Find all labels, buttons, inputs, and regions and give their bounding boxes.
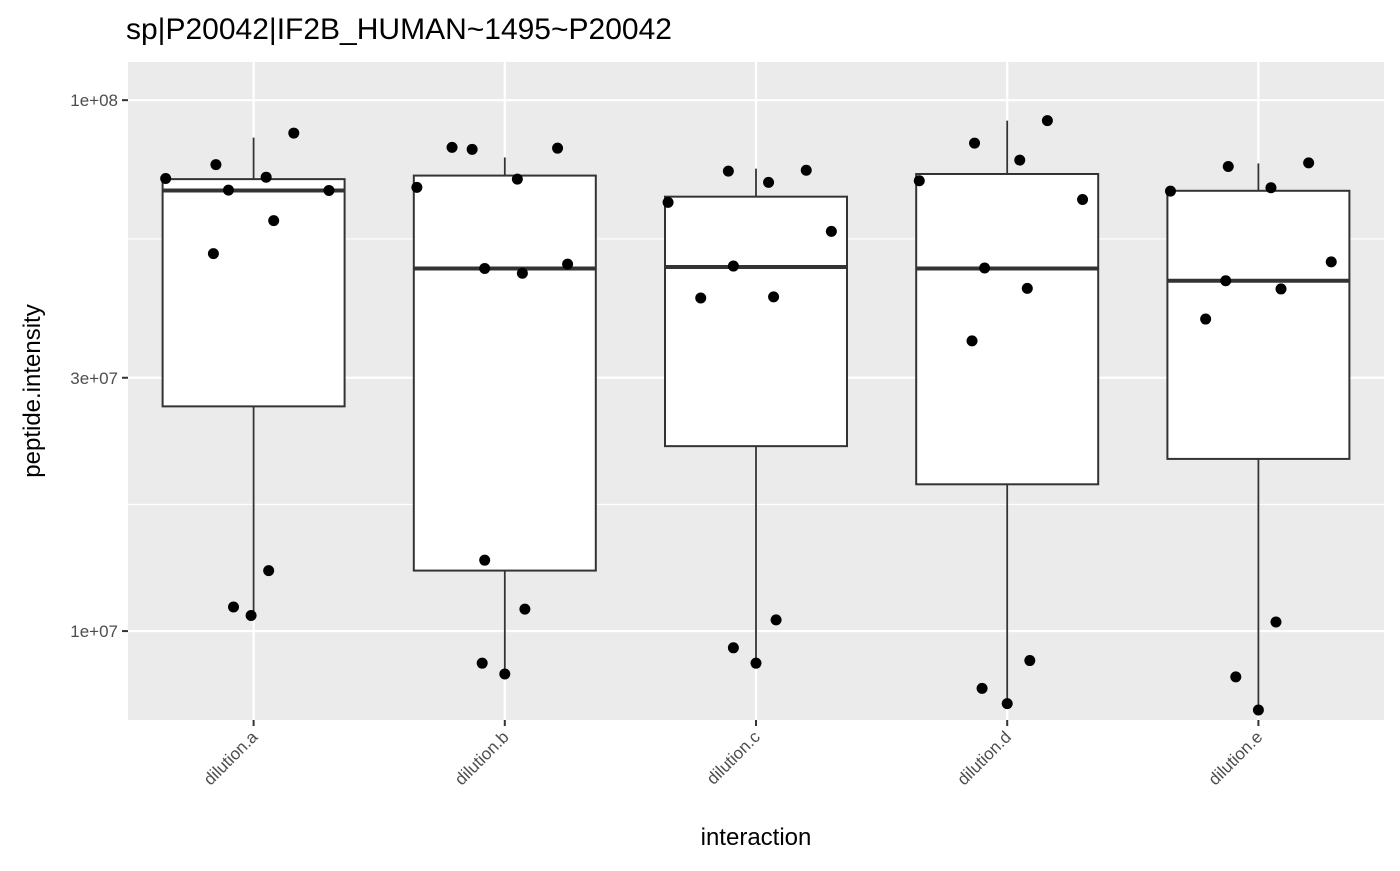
point-layer bbox=[160, 115, 1337, 716]
data-point bbox=[727, 642, 739, 654]
data-point bbox=[479, 554, 491, 566]
box-iqr bbox=[664, 195, 848, 448]
data-point bbox=[800, 164, 812, 176]
data-point bbox=[245, 609, 257, 621]
data-point bbox=[562, 258, 574, 270]
data-point bbox=[411, 181, 423, 193]
data-point bbox=[1325, 256, 1337, 268]
data-point bbox=[1222, 160, 1234, 172]
y-tick-label: 1e+08 bbox=[70, 91, 118, 110]
data-point bbox=[966, 335, 978, 347]
data-point bbox=[1275, 283, 1287, 295]
data-point bbox=[516, 267, 528, 279]
x-tick-label: dilution.d bbox=[953, 727, 1015, 789]
data-point bbox=[1164, 185, 1176, 197]
data-point bbox=[228, 601, 240, 613]
data-point bbox=[969, 137, 981, 149]
data-point bbox=[446, 141, 458, 153]
data-point bbox=[662, 196, 674, 208]
data-point bbox=[1014, 154, 1026, 166]
data-point bbox=[207, 248, 219, 260]
data-point bbox=[1220, 275, 1232, 287]
data-point bbox=[976, 682, 988, 694]
y-axis-title: peptide.intensity bbox=[19, 304, 46, 477]
data-point bbox=[260, 171, 272, 183]
data-point bbox=[1001, 698, 1013, 710]
data-point bbox=[499, 668, 511, 680]
data-point bbox=[552, 142, 564, 154]
data-point bbox=[1200, 313, 1212, 325]
data-point bbox=[770, 614, 782, 626]
data-point bbox=[268, 215, 280, 227]
data-point bbox=[1077, 193, 1089, 205]
box-iqr bbox=[161, 178, 346, 408]
data-point bbox=[1041, 115, 1053, 127]
data-point bbox=[479, 262, 491, 274]
data-point bbox=[511, 173, 523, 185]
x-axis-title: interaction bbox=[701, 824, 812, 851]
data-point bbox=[825, 225, 837, 237]
box-iqr bbox=[412, 174, 597, 572]
data-point bbox=[1303, 157, 1315, 169]
data-point bbox=[727, 260, 739, 272]
data-point bbox=[323, 184, 335, 196]
data-point bbox=[750, 657, 762, 669]
data-point bbox=[763, 176, 775, 188]
x-tick-label: dilution.e bbox=[1205, 727, 1267, 789]
data-point bbox=[288, 127, 300, 139]
data-point bbox=[466, 143, 478, 155]
data-point bbox=[263, 565, 275, 577]
y-tick-label: 1e+07 bbox=[70, 622, 118, 641]
x-tick-label: dilution.a bbox=[200, 727, 262, 789]
x-tick-label: dilution.b bbox=[451, 727, 513, 789]
data-point bbox=[1265, 182, 1277, 194]
data-point bbox=[222, 184, 234, 196]
data-point bbox=[1252, 704, 1264, 716]
data-point bbox=[1270, 616, 1282, 628]
data-point bbox=[210, 159, 222, 171]
chart-title: sp|P20042|IF2B_HUMAN~1495~P20042 bbox=[126, 13, 672, 46]
data-point bbox=[913, 175, 925, 187]
data-point bbox=[476, 657, 488, 669]
box-iqr bbox=[1166, 189, 1351, 460]
data-point bbox=[722, 165, 734, 177]
data-point bbox=[979, 262, 991, 274]
y-tick-label: 3e+07 bbox=[70, 369, 118, 388]
data-point bbox=[768, 291, 780, 303]
x-tick-label: dilution.c bbox=[703, 727, 764, 788]
data-point bbox=[695, 292, 707, 304]
data-point bbox=[160, 172, 172, 184]
data-point bbox=[519, 603, 531, 615]
data-point bbox=[1024, 655, 1036, 667]
box-layer bbox=[161, 120, 1351, 711]
box-iqr bbox=[915, 172, 1100, 486]
data-point bbox=[1230, 671, 1242, 683]
data-point bbox=[1021, 282, 1033, 294]
